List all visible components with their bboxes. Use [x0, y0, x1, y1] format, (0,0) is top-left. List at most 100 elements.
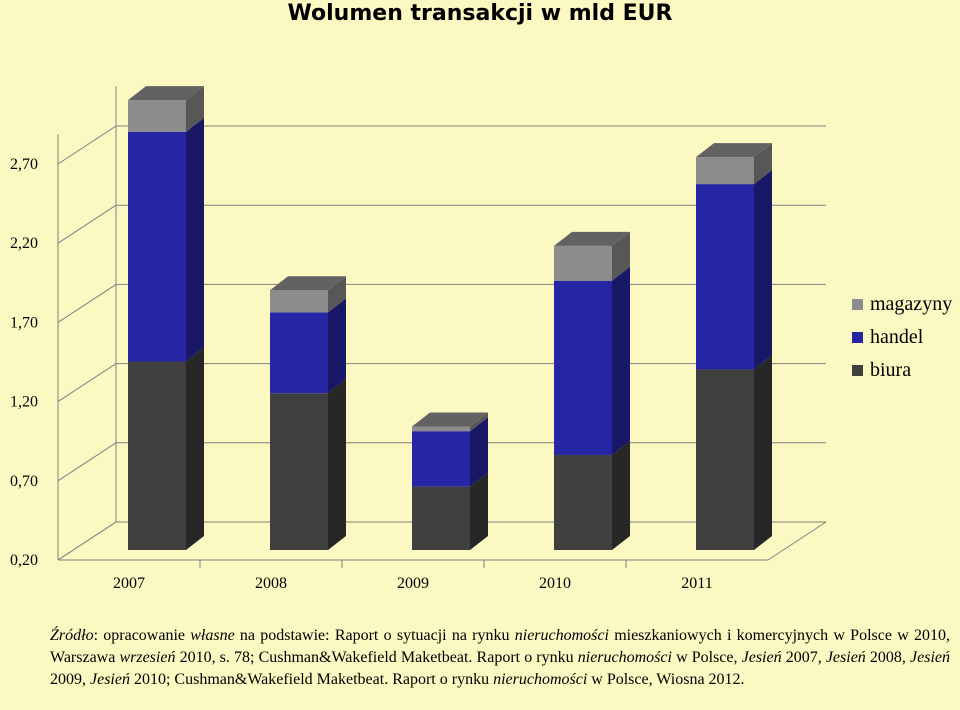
source-text: nieruchomości [577, 649, 672, 666]
bar-handel-2008 [270, 298, 346, 394]
bar-top [270, 276, 346, 291]
legend-swatch-biura [852, 365, 863, 376]
legend-swatch-magazyny [852, 299, 863, 310]
legend-label-magazyny: magazyny [870, 293, 953, 315]
source-text: 2008, [865, 649, 911, 666]
bar-top [554, 231, 630, 246]
bar-front [412, 426, 470, 432]
bar-side [470, 417, 488, 487]
y-tick-label: 0,20 [10, 552, 38, 569]
bar-biura-2010 [554, 440, 630, 550]
bar-magazyny-2008 [270, 276, 346, 313]
floor-edge-right [767, 521, 827, 561]
source-text: : opracowanie [93, 627, 191, 644]
y-tick-label: 0,70 [10, 473, 38, 490]
bar-front [554, 454, 612, 550]
source-text: 2010, s. 78; Cushman&Wakefield Maketbeat… [175, 649, 578, 666]
legend-swatch-handel [852, 332, 863, 343]
bar-side [328, 298, 346, 394]
bar-handel-2007 [128, 117, 204, 362]
bar-magazyny-2007 [128, 86, 204, 132]
bar-top [128, 86, 204, 101]
bar-magazyny-2011 [696, 143, 772, 185]
bar-biura-2008 [270, 379, 346, 550]
bar-side [186, 347, 204, 550]
bar-side [186, 86, 204, 132]
bar-side [186, 117, 204, 362]
bar-magazyny-2009 [412, 412, 488, 432]
x-tick-label: 2009 [397, 575, 429, 592]
gridline-diagonal [57, 363, 117, 403]
y-tick-label: 1,70 [10, 314, 38, 331]
y-tick-label: 2,20 [10, 235, 38, 252]
source-text: Źródło [50, 627, 94, 644]
y-tick-label: 1,20 [10, 394, 38, 411]
source-text: Jesień [90, 671, 130, 688]
gridline-diagonal [57, 204, 117, 244]
source-text: 2010; Cushman&Wakefield Maketbeat. Rapor… [129, 671, 494, 688]
bar-side [754, 355, 772, 550]
bar-front [696, 184, 754, 370]
source-text: Jesień [741, 649, 782, 666]
source-text: nieruchomości [493, 671, 588, 688]
bar-side [470, 472, 488, 550]
source-text: w Polsce, Wiosna 2012. [587, 671, 745, 688]
source-text: Jesień [825, 649, 866, 666]
gridline-diagonal [57, 283, 117, 323]
x-tick-label: 2007 [113, 575, 145, 592]
bar-biura-2009 [412, 472, 488, 550]
gridline-diagonal [57, 442, 117, 482]
bar-side [328, 276, 346, 313]
source-text: Jesień [910, 649, 950, 666]
bar-front [270, 290, 328, 313]
bar-front [696, 369, 754, 550]
legend-item-handel: handel [852, 321, 952, 354]
bar-front [128, 131, 186, 362]
bar-top [696, 143, 772, 158]
legend-label-biura: biura [870, 359, 912, 381]
bar-front [554, 245, 612, 281]
bar-side [612, 266, 630, 455]
legend-item-biura: biura [852, 354, 952, 387]
gridline-diagonal [57, 125, 117, 165]
bar-handel-2010 [554, 266, 630, 455]
bar-handel-2011 [696, 170, 772, 370]
bar-side [754, 143, 772, 185]
bar-front [554, 280, 612, 455]
x-tick-label: 2008 [255, 575, 287, 592]
x-tick-labels: 2007 2008 2009 2010 2011 [113, 575, 713, 592]
legend: magazyny handel biura [852, 288, 952, 387]
bar-side [612, 231, 630, 281]
legend-label-handel: handel [870, 326, 924, 348]
source-text: mieszkaniowych i komercyjnych w Polsce w… [50, 627, 950, 666]
y-tick-labels: 0,20 0,70 1,20 1,70 2,20 2,70 [10, 156, 38, 569]
legend-item-magazyny: magazyny [852, 288, 952, 321]
bar-front [270, 312, 328, 394]
bar-top [412, 412, 488, 427]
bar-front [270, 393, 328, 550]
bar-handel-2009 [412, 417, 488, 487]
floor-edge-left [57, 521, 117, 561]
y-tick-label: 2,70 [10, 156, 38, 173]
chart-plot: 0,20 0,70 1,20 1,70 2,20 2,70 2007 2008 2009 201… [10, 86, 827, 592]
bars [128, 86, 772, 550]
source-text: 2009, [50, 671, 90, 688]
source-text: wrzesień [119, 649, 176, 666]
source-text: na podstawie: Raport o sytuacji na rynku [234, 627, 515, 644]
source-text: własne [190, 627, 235, 644]
bar-front [412, 431, 470, 487]
bar-side [612, 440, 630, 550]
source-text: nieruchomości [514, 627, 609, 644]
bar-front [128, 100, 186, 132]
x-tick-label: 2010 [539, 575, 571, 592]
source-note: Źródło: opracowanie własne na podstawie:… [50, 625, 950, 691]
source-text: 2007, [781, 649, 826, 666]
bar-side [470, 412, 488, 432]
x-tick-label: 2011 [681, 575, 712, 592]
bar-side [754, 170, 772, 370]
source-text: w Polsce, [671, 649, 742, 666]
bar-biura-2011 [696, 355, 772, 550]
bar-front [696, 157, 754, 185]
bar-biura-2007 [128, 347, 204, 550]
chart-title: Wolumen transakcji w mld EUR [287, 1, 673, 26]
